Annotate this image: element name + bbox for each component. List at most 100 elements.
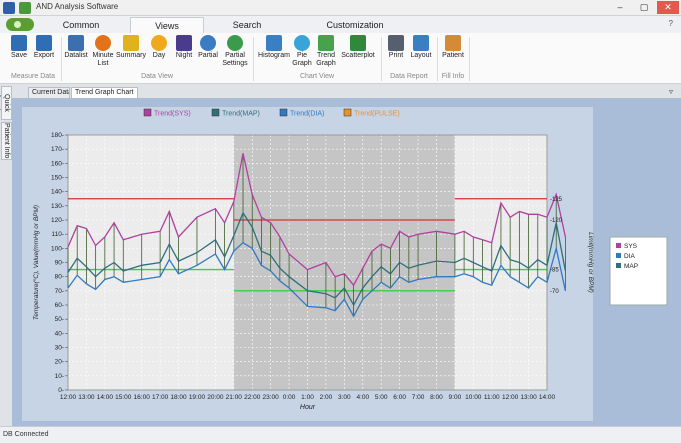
minute-list-icon [95, 35, 111, 51]
menu-dot-icon [14, 21, 21, 28]
y-tick-label: 160- [51, 160, 64, 167]
series-dia-line [67, 241, 567, 318]
scatter-icon [350, 35, 366, 51]
patient-icon [445, 35, 461, 51]
save-button[interactable]: Save [6, 35, 32, 73]
pie-icon [294, 35, 310, 51]
y-tick-label: 130- [51, 203, 64, 210]
x-tick-label: 13:00 [520, 394, 537, 401]
y-axis-label: Temperature(°C), Value(mmHg or BPM) [32, 205, 40, 320]
trend-chart: 0- 10- 20- 30- 40- 50- 60- 70- 80- 90- 100- 110- 120… [22, 107, 668, 421]
x-tick-label: 12:00 [502, 394, 519, 401]
trend-icon [318, 35, 334, 51]
legend-swatch [616, 263, 621, 268]
divider [61, 37, 62, 81]
trend-graph-button[interactable]: Trend Graph [314, 35, 338, 73]
title-bar: AND Analysis Software – ▢ ✕ [0, 0, 681, 16]
layout-button[interactable]: Layout [408, 35, 434, 73]
datalist-button[interactable]: Datalist [63, 35, 89, 73]
x-tick-label: 11:00 [484, 394, 500, 401]
x-tick-label: 7:00 [412, 394, 425, 401]
day-button[interactable]: Day [147, 35, 171, 73]
x-tick-label: 4:00 [356, 394, 369, 401]
y-tick-label: 90- [55, 260, 64, 267]
partial-settings-button[interactable]: Partial Settings [220, 35, 250, 73]
y-tick-label: 150- [51, 175, 64, 182]
maximize-button[interactable]: ▢ [639, 2, 649, 12]
app-menu-button[interactable] [6, 18, 34, 31]
top-legend-label: Trend(DIA) [290, 111, 324, 118]
right-limit-tick: -120 [550, 218, 563, 224]
x-tick-label: 14:00 [539, 394, 556, 401]
tab-common[interactable]: Common [62, 20, 100, 30]
y-tick-label: 100- [51, 245, 64, 252]
night-button[interactable]: Night [172, 35, 196, 73]
summary-icon [123, 35, 139, 51]
tab-search[interactable]: Search [232, 20, 262, 30]
y-tick-label: 120- [51, 217, 64, 224]
layout-icon [413, 35, 429, 51]
help-icon[interactable]: ? [668, 19, 673, 28]
histogram-button[interactable]: Histogram [256, 35, 292, 73]
legend-box [609, 236, 668, 306]
y-tick-label: 50- [55, 316, 64, 323]
y-tick-label: 180- [51, 132, 64, 139]
ribbon-tab-row: Common Views Search Customization ? [0, 16, 681, 33]
quick-access-icon[interactable] [19, 2, 31, 14]
pie-graph-button[interactable]: Pie Graph [291, 35, 313, 73]
save-icon [11, 35, 27, 51]
legend-swatch [616, 243, 621, 248]
status-bar: DB Connected [0, 426, 681, 443]
side-tab-quick-input[interactable]: Quick Input [0, 86, 12, 120]
minute-list-button[interactable]: Minute List [90, 35, 116, 73]
right-limit-tick: -85 [550, 268, 559, 274]
side-tab-patient-info[interactable]: Patient Info [1, 122, 12, 160]
summary-button[interactable]: Summary [116, 35, 146, 73]
top-legend-label: Trend(MAP) [222, 111, 260, 118]
x-tick-label: 15:00 [115, 394, 132, 401]
x-tick-label: 19:00 [189, 394, 206, 401]
close-button[interactable]: ✕ [657, 1, 679, 14]
sun-icon [151, 35, 167, 51]
doc-tab-current-data[interactable]: Current Data [28, 87, 70, 98]
group-label-measure: Measure Data [11, 73, 55, 80]
scatterplot-button[interactable]: Scatterplot [339, 35, 377, 73]
window-title: AND Analysis Software [36, 2, 119, 11]
divider [437, 37, 438, 81]
x-tick-label: 3:00 [338, 394, 351, 401]
x-tick-label: 2:00 [320, 394, 333, 401]
group-label-fill-info: Fill Info [441, 73, 465, 80]
x-tick-label: 6:00 [393, 394, 406, 401]
x-tick-label: 22:00 [244, 394, 261, 401]
x-tick-label: 20:00 [207, 394, 224, 401]
tab-views[interactable]: Views [130, 17, 204, 33]
pin-icon[interactable]: ▿ [668, 87, 673, 96]
y-tick-label: 60- [55, 302, 64, 309]
minimize-button[interactable]: – [617, 2, 623, 12]
right-limit-tick: -125 [550, 197, 563, 203]
doc-tab-trend-graph-chart[interactable]: Trend Graph Chart [71, 87, 138, 98]
y-tick-label: 170- [51, 146, 64, 153]
clock-icon [200, 35, 216, 51]
x-tick-label: 10:00 [465, 394, 482, 401]
x-tick-label: 14:00 [97, 394, 114, 401]
top-legend-swatch [143, 108, 152, 117]
y-tick-label: 140- [51, 189, 64, 196]
moon-icon [176, 35, 192, 51]
export-button[interactable]: Export [31, 35, 57, 73]
datalist-icon [68, 35, 84, 51]
x-tick-label: 13:00 [78, 394, 95, 401]
print-button[interactable]: Print [384, 35, 408, 73]
x-tick-label: 21:00 [226, 394, 243, 401]
x-tick-label: 8:00 [430, 394, 443, 401]
top-legend-swatch [279, 108, 288, 117]
y-tick-label: 70- [55, 288, 64, 295]
x-tick-label: 0:00 [283, 394, 296, 401]
patient-button[interactable]: Patient [440, 35, 466, 73]
partial-button[interactable]: Partial [196, 35, 220, 73]
x-tick-label: 12:00 [60, 394, 77, 401]
tab-customization[interactable]: Customization [326, 20, 384, 30]
group-label-data-view: Data View [141, 73, 173, 80]
series-sys-line [67, 153, 567, 287]
refresh-icon [227, 35, 243, 51]
